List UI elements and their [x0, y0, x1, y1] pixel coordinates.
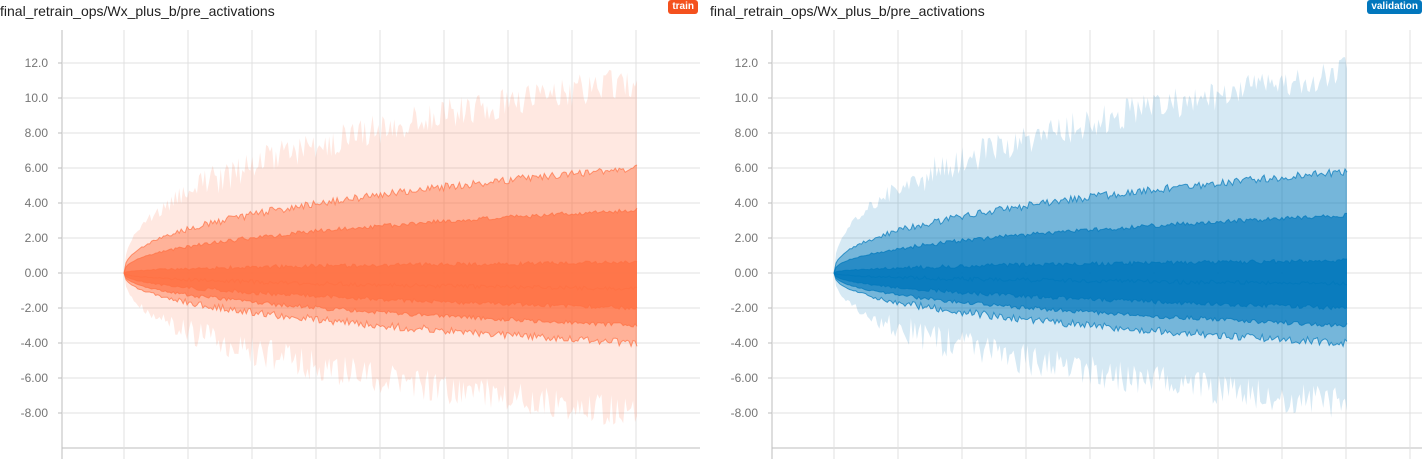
y-tick-label: -4.00 [21, 336, 49, 350]
y-tick-label: 8.00 [25, 126, 49, 140]
y-tick-label: 0.00 [25, 266, 49, 280]
quantile-line-p31 [123, 272, 638, 311]
y-tick-label: 2.00 [25, 231, 49, 245]
run-badge-validation: validation [1367, 0, 1422, 14]
quantile-line-p7 [123, 272, 638, 348]
quantile-line-p16 [123, 272, 638, 328]
y-tick-label: 6.00 [25, 161, 49, 175]
quantile-line-p93 [833, 167, 1348, 274]
chart-plot-validation[interactable]: 12.0 10.0 8.00 6.00 4.00 2.00 0.00 -2.00 -4.00 -6… [710, 0, 1422, 459]
run-badge-train: train [668, 0, 698, 14]
y-tick-label: 0.00 [735, 266, 759, 280]
quantile-line-p7 [833, 272, 1348, 348]
chart-panel-train: 12.0 10.0 8.00 6.00 4.00 2.00 0.00 -2.00 -4.00 -6… [0, 0, 705, 459]
quantile-line-p93 [123, 164, 638, 274]
quantile-line-p69 [123, 260, 638, 274]
y-tick-label: -6.00 [731, 371, 759, 385]
chart-title: final_retrain_ops/Wx_plus_b/pre_activati… [710, 3, 985, 19]
y-tick-label: 2.00 [735, 231, 759, 245]
y-tick-label: 12.0 [735, 56, 759, 70]
y-tick-label: 4.00 [735, 196, 759, 210]
y-tick-label: -8.00 [21, 406, 49, 420]
quantile-line-p31 [833, 272, 1348, 311]
quantile-line-p16 [833, 272, 1348, 328]
y-tick-label: -8.00 [731, 406, 759, 420]
quantile-line-p50 [833, 272, 1348, 286]
distribution-band-3 [834, 258, 1347, 310]
y-tick-label: 4.00 [25, 196, 49, 210]
y-tick-label: 10.0 [25, 91, 49, 105]
chart-panel-validation: 12.0 10.0 8.00 6.00 4.00 2.00 0.00 -2.00 -4.00 -6… [710, 0, 1422, 459]
y-tick-label: -4.00 [731, 336, 759, 350]
quantile-line-p69 [833, 258, 1348, 274]
y-tick-label: 12.0 [25, 56, 49, 70]
chart-title: final_retrain_ops/Wx_plus_b/pre_activati… [0, 3, 275, 19]
y-tick-label: 6.00 [735, 161, 759, 175]
y-tick-label: -2.00 [731, 301, 759, 315]
quantile-line-p84 [833, 212, 1347, 274]
y-tick-label: -2.00 [21, 301, 49, 315]
y-tick-label: 10.0 [735, 91, 759, 105]
chart-plot-train[interactable]: 12.0 10.0 8.00 6.00 4.00 2.00 0.00 -2.00 -4.00 -6… [0, 0, 705, 459]
quantile-line-p84 [123, 207, 638, 274]
quantile-line-p50 [123, 272, 638, 292]
y-tick-label: -6.00 [21, 371, 49, 385]
y-tick-label: 8.00 [735, 126, 759, 140]
